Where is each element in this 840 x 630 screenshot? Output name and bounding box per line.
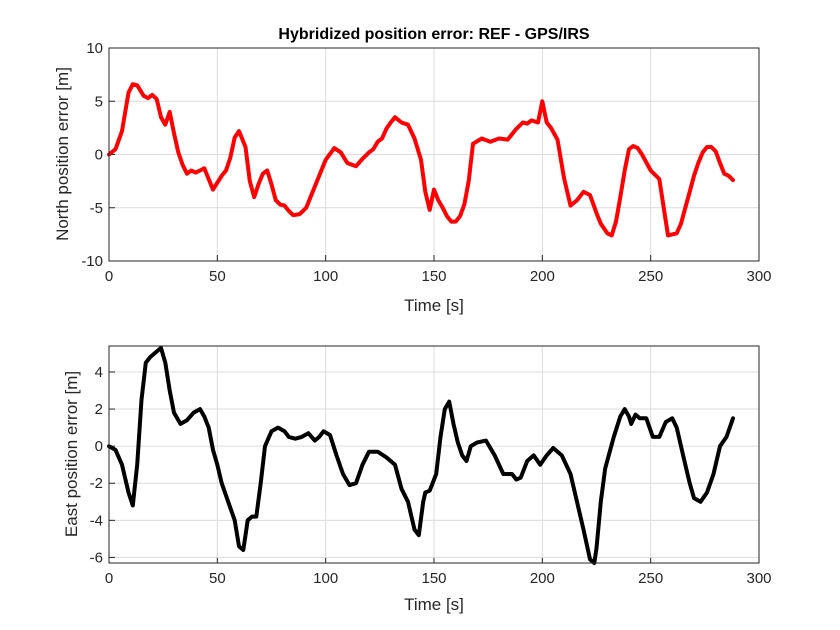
north-y-tick-label: 0 [95,147,103,164]
east-y-axis-label: East position error [m] [62,371,81,537]
north-y-tick-label: 10 [86,40,103,57]
north-x-tick-label: 50 [209,268,226,285]
north-y-tick-label: 5 [95,93,103,110]
east-x-tick-label: 200 [530,570,555,587]
north-x-tick-label: 200 [530,268,555,285]
east-x-tick-label: 150 [421,570,446,587]
north-x-tick-label: 300 [746,268,771,285]
east-x-tick-label: 300 [746,570,771,587]
north-x-axis-label: Time [s] [404,296,464,315]
north-plot-frame [108,47,760,262]
north-x-tick-label: 150 [421,268,446,285]
north-x-tick-label: 100 [313,268,338,285]
north-x-tick-label: 0 [105,268,113,285]
chart-title: Hybridized position error: REF - GPS/IRS [278,26,589,43]
east-y-tick-label: -6 [90,549,103,566]
east-y-tick-label: -4 [90,512,103,529]
north-y-tick-label: -10 [81,253,103,270]
north-y-tick-labels: -10 -5 0 5 10 [81,40,103,270]
north-x-tick-labels: 0 50 100 150 200 250 300 [105,268,772,285]
north-x-tick-label: 250 [638,268,663,285]
north-error-line [107,82,735,238]
east-x-tick-labels: 0 50 100 150 200 250 300 [105,570,772,587]
east-x-tick-label: 0 [105,570,113,587]
east-grid [108,346,760,563]
east-x-axis-label: Time [s] [404,595,464,614]
north-error-panel: Hybridized position error: REF - GPS/IRS… [53,26,772,315]
north-y-tick-label: -5 [90,200,103,217]
east-series [107,345,735,565]
east-y-tick-label: 4 [95,364,103,381]
east-error-panel: 0 50 100 150 200 250 300 -6 -4 -2 0 2 4 Time [s] Ea… [62,345,772,614]
east-y-tick-label: 0 [95,438,103,455]
east-y-tick-labels: -6 -4 -2 0 2 4 [90,364,103,566]
east-x-tick-label: 50 [209,570,226,587]
east-x-tick-label: 250 [638,570,663,587]
east-plot-frame [108,345,760,564]
north-series [107,82,735,238]
east-error-line [107,345,735,565]
east-y-tick-label: -2 [90,475,103,492]
east-y-tick-label: 2 [95,401,103,418]
east-x-tick-label: 100 [313,570,338,587]
north-y-axis-label: North position error [m] [53,67,72,241]
